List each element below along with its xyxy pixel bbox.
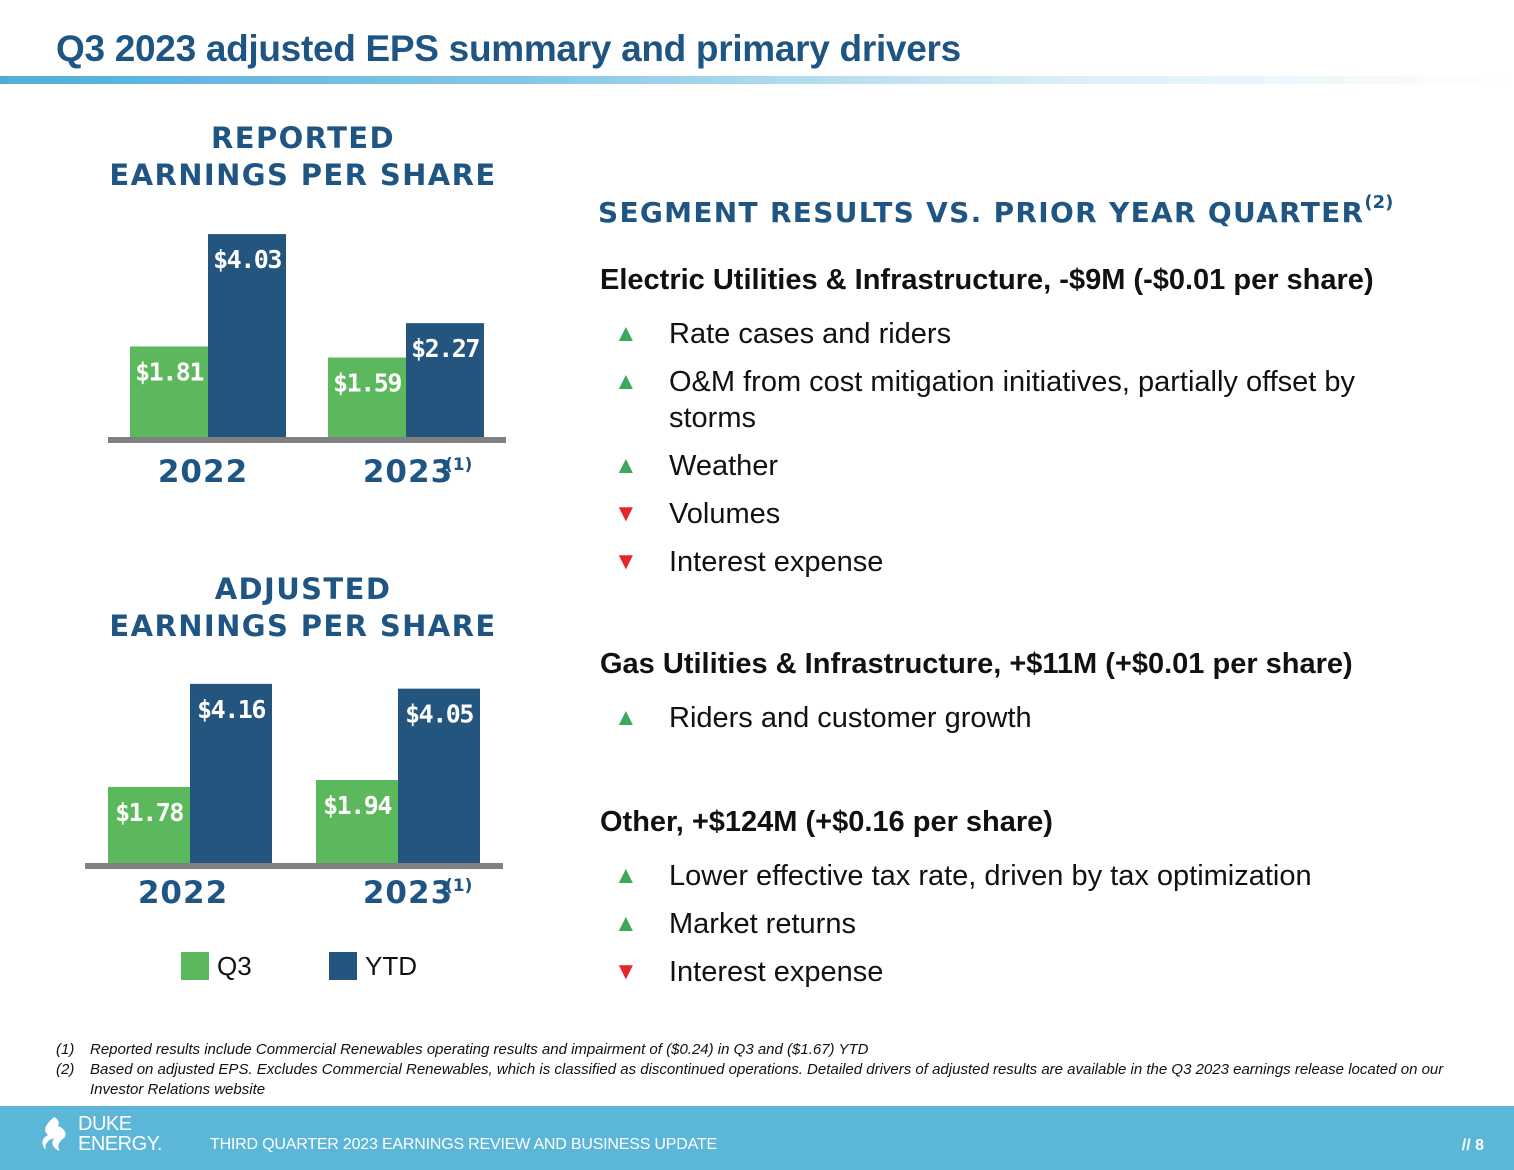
adjusted-bar-q3-1 xyxy=(316,779,398,864)
segment-item-text: O&M from cost mitigation initiatives, pa… xyxy=(669,366,1356,434)
legend-q3: Q3 xyxy=(181,950,252,982)
legend-ytd-label: YTD xyxy=(365,950,417,981)
segment-item-0-4: ▼ Interest expense xyxy=(614,544,1474,580)
segment-item-2-1: ▲ Market returns xyxy=(614,906,1474,942)
adjusted-bar-label-ytd-0: $4.16 xyxy=(197,695,265,724)
segment-item-text: Market returns xyxy=(669,908,856,940)
adjusted-category-label-1: 2023 xyxy=(363,875,453,911)
adjusted-bar-label-q3-0: $1.78 xyxy=(115,798,183,827)
legend-q3-swatch xyxy=(181,952,209,980)
footnote-2-text: Based on adjusted EPS. Excludes Commerci… xyxy=(90,1061,1444,1098)
up-arrow-icon: ▲ xyxy=(614,704,638,731)
title-underline-bar xyxy=(0,76,1514,84)
logo-word-energy: ENERGY. xyxy=(78,1133,162,1155)
duke-energy-flame-icon xyxy=(42,1117,66,1151)
down-arrow-icon: ▼ xyxy=(614,500,638,527)
page-title: Q3 2023 adjusted EPS summary and primary… xyxy=(56,28,961,69)
up-arrow-icon: ▲ xyxy=(614,452,638,479)
reported-bar-label-q3-1: $1.59 xyxy=(333,369,401,398)
footnote-1: (1) Reported results include Commercial … xyxy=(56,1040,1476,1060)
legend-ytd: YTD xyxy=(329,950,417,982)
segment-heading-2: Other, +$124M (+$0.16 per share) xyxy=(600,806,1053,838)
legend-q3-label: Q3 xyxy=(217,950,252,981)
up-arrow-icon: ▲ xyxy=(614,862,638,889)
reported-category-label-1-note: (1) xyxy=(445,455,472,475)
reported-category-label-0: 2022 xyxy=(158,454,248,490)
footer-bar: DUKE ENERGY. THIRD QUARTER 2023 EARNINGS… xyxy=(0,1106,1514,1170)
reported-title-line1: REPORTED xyxy=(211,121,395,155)
reported-bar-label-ytd-1: $2.27 xyxy=(411,334,479,363)
segment-item-text: Riders and customer growth xyxy=(669,702,1032,734)
segment-item-text: Rate cases and riders xyxy=(669,318,952,350)
reported-bar-label-q3-0: $1.81 xyxy=(135,357,203,386)
down-arrow-icon: ▼ xyxy=(614,958,638,985)
reported-eps-chart-title: REPORTED EARNINGS PER SHARE xyxy=(60,120,546,194)
logo-word-duke: DUKE xyxy=(78,1113,132,1135)
reported-bar-ytd-1 xyxy=(406,323,484,438)
reported-bar-label-ytd-0: $4.03 xyxy=(213,245,281,274)
adjusted-title-line1: ADJUSTED xyxy=(214,572,392,606)
reported-bar-q3-1 xyxy=(328,357,406,438)
adjusted-x-axis xyxy=(85,863,503,869)
segment-heading-0: Electric Utilities & Infrastructure, -$9… xyxy=(600,264,1374,296)
segment-item-0-1: ▲ O&M from cost mitigation initiatives, p… xyxy=(614,364,1474,436)
adjusted-bar-label-ytd-1: $4.05 xyxy=(405,700,473,729)
page-number: // 8 xyxy=(1461,1137,1484,1154)
adjusted-bar-label-q3-1: $1.94 xyxy=(323,791,391,820)
segment-item-text: Interest expense xyxy=(669,546,884,578)
footer-title: THIRD QUARTER 2023 EARNINGS REVIEW AND B… xyxy=(210,1136,717,1153)
footnotes: (1) Reported results include Commercial … xyxy=(56,1040,1476,1100)
segment-heading-1: Gas Utilities & Infrastructure, +$11M (+… xyxy=(600,648,1353,680)
adjusted-bar-q3-0 xyxy=(108,786,190,864)
segment-item-2-2: ▼ Interest expense xyxy=(614,954,1474,990)
segment-results-title: SEGMENT RESULTS VS. PRIOR YEAR QUARTER(2… xyxy=(598,192,1393,229)
footnote-1-number: (1) xyxy=(56,1041,75,1058)
duke-energy-logo: DUKE ENERGY. xyxy=(34,1114,162,1154)
adjusted-bar-ytd-0 xyxy=(190,683,272,864)
down-arrow-icon: ▼ xyxy=(614,548,638,575)
adjusted-title-line2: EARNINGS PER SHARE xyxy=(109,609,497,643)
segment-results-title-text: SEGMENT RESULTS VS. PRIOR YEAR QUARTER xyxy=(598,196,1365,229)
segment-item-2-0: ▲ Lower effective tax rate, driven by tax… xyxy=(614,858,1474,894)
reported-category-label-1: 2023 xyxy=(363,454,453,490)
segment-item-0-0: ▲ Rate cases and riders xyxy=(614,316,1474,352)
adjusted-category-label-1-note: (1) xyxy=(445,876,472,896)
footnote-2-number: (2) xyxy=(56,1061,75,1078)
up-arrow-icon: ▲ xyxy=(614,368,638,395)
segment-item-text: Interest expense xyxy=(669,956,884,988)
legend-ytd-swatch xyxy=(329,952,357,980)
segment-item-1-0: ▲ Riders and customer growth xyxy=(614,700,1474,736)
segment-item-text: Volumes xyxy=(669,498,781,530)
adjusted-category-label-0: 2022 xyxy=(138,875,228,911)
footnote-1-text: Reported results include Commercial Rene… xyxy=(90,1041,869,1058)
adjusted-eps-chart-title: ADJUSTED EARNINGS PER SHARE xyxy=(60,571,546,645)
adjusted-bar-ytd-1 xyxy=(398,688,480,864)
reported-bar-q3-0 xyxy=(130,346,208,438)
segment-results-title-note: (2) xyxy=(1364,192,1394,213)
segment-item-text: Lower effective tax rate, driven by tax … xyxy=(669,860,1312,892)
segment-item-text: Weather xyxy=(669,450,779,482)
reported-title-line2: EARNINGS PER SHARE xyxy=(109,158,497,192)
up-arrow-icon: ▲ xyxy=(614,320,638,347)
footnote-2: (2) Based on adjusted EPS. Excludes Comm… xyxy=(56,1060,1476,1100)
segment-item-0-3: ▼ Volumes xyxy=(614,496,1474,532)
reported-x-axis xyxy=(108,437,506,443)
reported-bar-ytd-0 xyxy=(208,234,286,438)
segment-item-0-2: ▲ Weather xyxy=(614,448,1474,484)
up-arrow-icon: ▲ xyxy=(614,910,638,937)
